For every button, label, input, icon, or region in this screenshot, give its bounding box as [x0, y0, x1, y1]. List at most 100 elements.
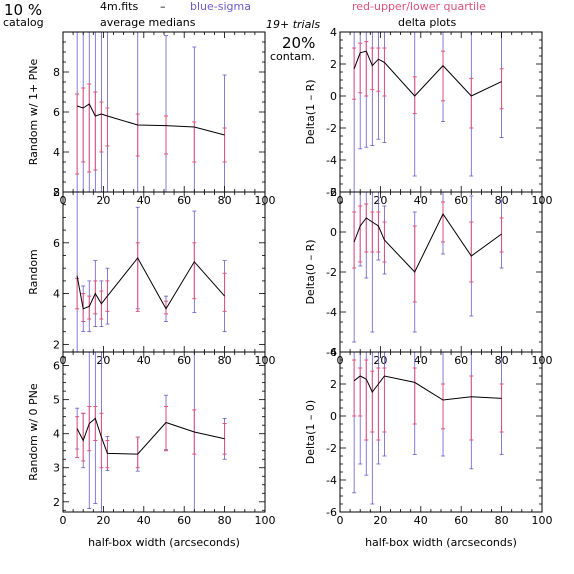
y-tick-label: 8	[53, 186, 60, 199]
x-tick-label: 60	[177, 514, 191, 527]
x-tick-label: 20	[96, 194, 110, 207]
y-tick-label: 0	[330, 90, 337, 103]
y-axis-label: Delta(1 – 0)	[304, 400, 317, 464]
y-tick-label: -6	[326, 186, 337, 199]
plot-frame	[62, 351, 266, 513]
plot-frame	[339, 31, 543, 193]
panel-data-random	[75, 192, 227, 352]
panel-data-random-w0	[75, 352, 227, 512]
y-tick-label: 6	[53, 237, 60, 250]
y-tick-label: 0	[330, 410, 337, 423]
y-tick-label: 5	[53, 394, 60, 407]
x-tick-label: 40	[414, 514, 428, 527]
header-contam-pct: 20%	[282, 34, 315, 52]
panel-data-delta-0-r	[352, 192, 504, 343]
x-tick-label: 60	[177, 194, 191, 207]
y-tick-label: 2	[53, 186, 60, 199]
median-line	[353, 50, 502, 97]
y-tick-label: 6	[53, 360, 60, 373]
plot-frame	[339, 351, 543, 513]
x-tick-label: 60	[177, 354, 191, 367]
y-axis-label: Delta(0 – R)	[304, 239, 317, 304]
y-tick-label: 2	[53, 496, 60, 509]
header-blue: blue-sigma	[190, 0, 251, 13]
x-tick-label: 20	[373, 514, 387, 527]
median-line	[76, 103, 225, 136]
y-axis-label: Random	[27, 249, 40, 295]
x-tick-label: 40	[414, 194, 428, 207]
x-tick-label: 60	[454, 194, 468, 207]
median-line	[353, 213, 502, 273]
header-contam: contam.	[270, 50, 315, 63]
y-tick-label: 4	[53, 428, 60, 441]
y-tick-label: -4	[326, 154, 337, 167]
header-file: 4m.fits	[100, 0, 138, 13]
x-tick-label: 20	[96, 354, 110, 367]
header-delta: delta plots	[398, 16, 456, 29]
x-axis-label-left: half-box width (arcseconds)	[88, 536, 240, 549]
y-tick-label: 6	[53, 106, 60, 119]
x-tick-label: 60	[454, 514, 468, 527]
x-tick-label: 80	[218, 514, 232, 527]
y-tick-label: 2	[330, 58, 337, 71]
panel-delta-1-0: 0 20 40 60 80 100 -6 -4 -2 0 2 4 Delta(1 – 0)	[304, 346, 553, 527]
plot-frame	[62, 191, 266, 353]
x-tick-label: 80	[218, 194, 232, 207]
header-red: red-upper/lower quartile	[352, 0, 486, 13]
x-tick-label: 80	[218, 354, 232, 367]
x-tick-label: 100	[532, 514, 553, 527]
y-axis-label: Random w/ 0 PNe	[27, 383, 40, 481]
y-tick-label: 2	[330, 378, 337, 391]
y-tick-label: -6	[326, 506, 337, 519]
panel-data-delta-1-r	[352, 32, 504, 192]
x-tick-label: 0	[60, 514, 67, 527]
x-tick-label: 80	[495, 514, 509, 527]
x-tick-label: 100	[255, 514, 276, 527]
y-tick-label: 4	[330, 26, 337, 39]
x-tick-label: 40	[137, 354, 151, 367]
y-tick-label: 4	[53, 146, 60, 159]
y-tick-label: -2	[326, 266, 337, 279]
y-tick-label: 3	[53, 462, 60, 475]
y-tick-label: -6	[326, 346, 337, 359]
y-tick-label: 8	[53, 66, 60, 79]
y-tick-label: -2	[326, 442, 337, 455]
x-tick-label: 20	[96, 514, 110, 527]
y-tick-label: -4	[326, 474, 337, 487]
median-line	[76, 417, 225, 455]
header-catalog: catalog	[3, 16, 44, 29]
panel-data-random-w1plus	[75, 32, 227, 192]
x-axis-label-right: half-box width (arcseconds)	[365, 536, 517, 549]
header-dash: –	[160, 0, 166, 13]
panel-random-w0: 0 20 40 60 80 100 2 3 4 5 6 Random w/ 0 PNe	[27, 351, 276, 527]
y-tick-label: 2	[330, 186, 337, 199]
panel-data-delta-1-0	[352, 352, 504, 505]
x-tick-label: 40	[137, 514, 151, 527]
header-average: average medians	[100, 16, 196, 29]
header-percent: 10 %	[4, 1, 42, 19]
y-tick-label: 4	[330, 346, 337, 359]
y-tick-label: 2	[53, 338, 60, 351]
x-tick-label: 20	[373, 194, 387, 207]
median-line	[353, 375, 502, 401]
y-tick-label: 0	[330, 226, 337, 239]
header-trials: 19+ trials	[266, 18, 320, 31]
median-line	[76, 257, 225, 310]
y-tick-label: 4	[53, 288, 60, 301]
x-tick-label: 0	[337, 514, 344, 527]
x-tick-label: 60	[454, 354, 468, 367]
x-tick-label: 20	[373, 354, 387, 367]
x-tick-label: 40	[137, 194, 151, 207]
y-tick-label: -4	[326, 306, 337, 319]
y-tick-label: -2	[326, 122, 337, 135]
plot-frame	[339, 191, 543, 353]
y-axis-label: Delta(1 – R)	[304, 79, 317, 144]
y-axis-label: Random w/ 1+ PNe	[27, 58, 40, 165]
